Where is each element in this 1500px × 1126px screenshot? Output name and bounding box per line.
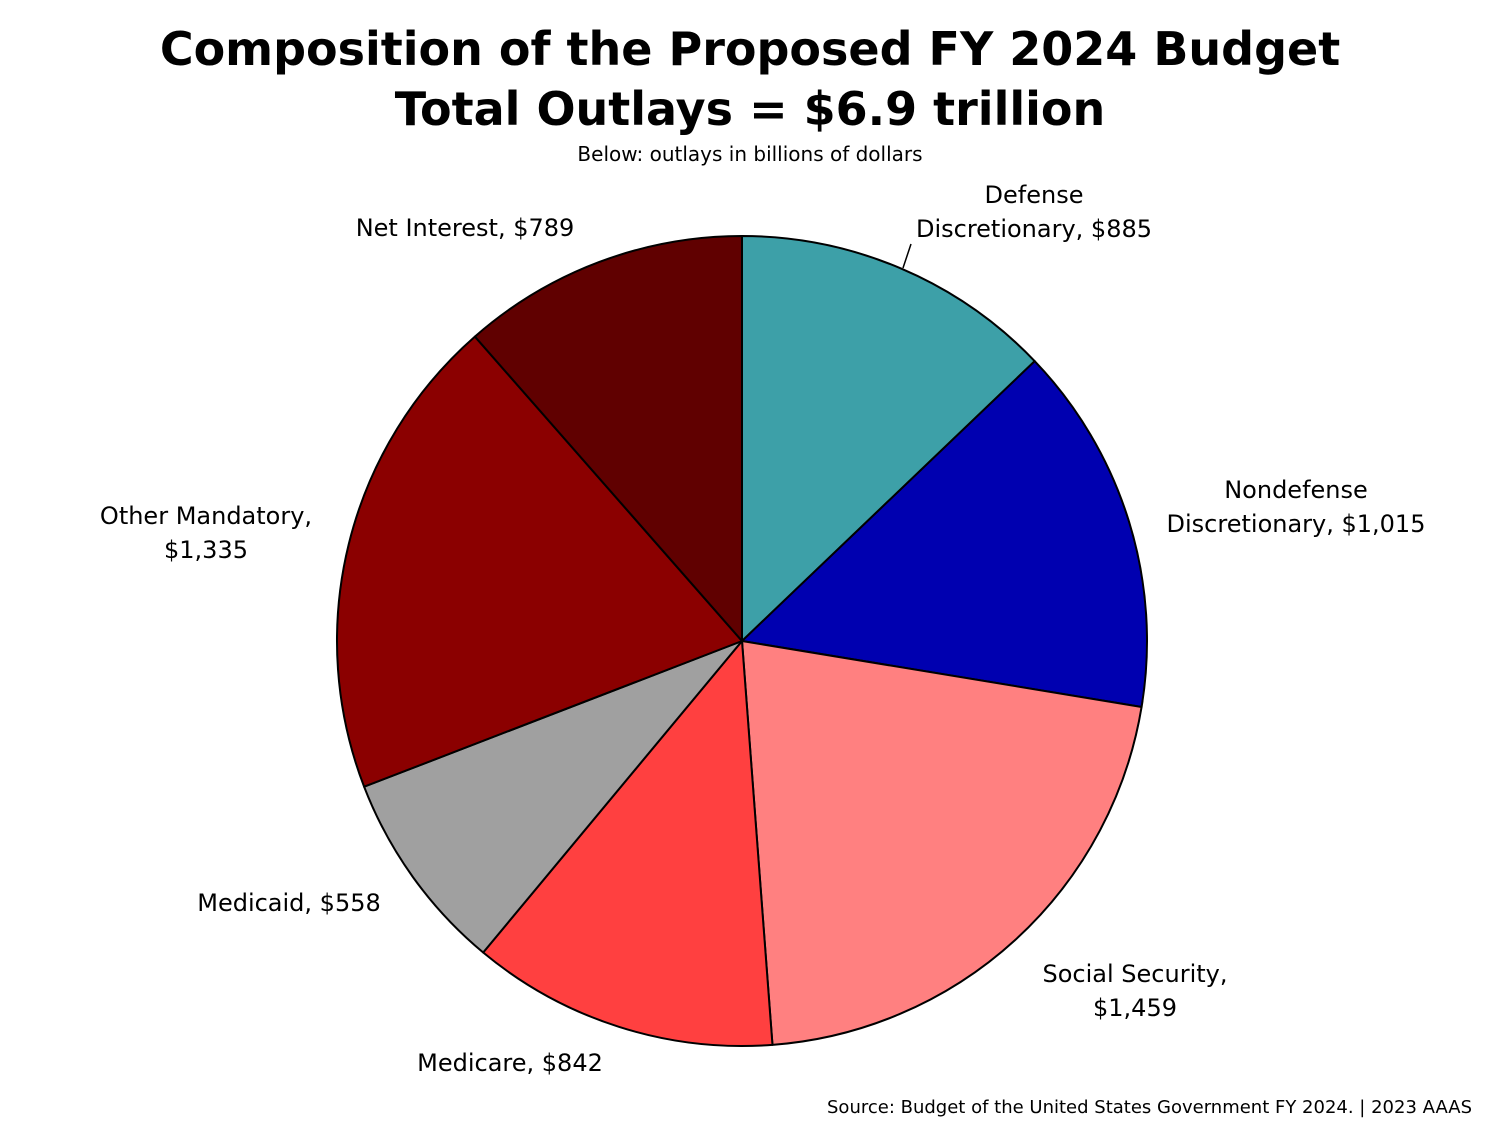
label-line: $1,459: [1093, 994, 1177, 1022]
label-medicaid: Medicaid, $558: [197, 889, 381, 917]
defense-leader-line: [902, 243, 912, 269]
label-line: Medicare, $842: [417, 1049, 603, 1077]
slice-labels: Defense Discretionary, $885 Nondefense Disc…: [100, 181, 1426, 1077]
label-line: $1,335: [164, 536, 248, 564]
chart-note: Below: outlays in billions of dollars: [577, 142, 922, 166]
label-line: Defense: [985, 181, 1084, 209]
label-line: Social Security,: [1043, 960, 1228, 988]
label-medicare: Medicare, $842: [417, 1049, 603, 1077]
label-line: Other Mandatory,: [100, 502, 312, 530]
label-line: Net Interest, $789: [356, 214, 575, 242]
slice-medicare: [482, 640, 774, 1047]
chart-subtitle: Total Outlays = $6.9 trillion: [395, 82, 1105, 136]
label-social-security: Social Security, $1,459: [1043, 960, 1228, 1022]
slice-social-security: [741, 640, 1143, 1046]
label-nondefense-discretionary: Nondefense Discretionary, $1,015: [1167, 476, 1426, 538]
label-line: Discretionary, $1,015: [1167, 510, 1426, 538]
slice-net-interest: [473, 235, 743, 642]
label-other-mandatory: Other Mandatory, $1,335: [100, 502, 312, 564]
chart-source: Source: Budget of the United States Gove…: [827, 1097, 1472, 1118]
label-net-interest: Net Interest, $789: [356, 214, 575, 242]
slice-medicaid: [363, 640, 743, 954]
slice-other-mandatory: [336, 335, 743, 788]
slice-defense-discretionary: [741, 235, 1036, 642]
slice-nondefense-discretionary: [741, 360, 1148, 708]
label-line: Nondefense: [1224, 476, 1368, 504]
label-defense-discretionary: Defense Discretionary, $885: [916, 181, 1152, 243]
chart-title: Composition of the Proposed FY 2024 Budg…: [160, 22, 1340, 76]
label-line: Medicaid, $558: [197, 889, 381, 917]
label-line: Discretionary, $885: [916, 215, 1152, 243]
pie-slices: [336, 235, 1148, 1047]
